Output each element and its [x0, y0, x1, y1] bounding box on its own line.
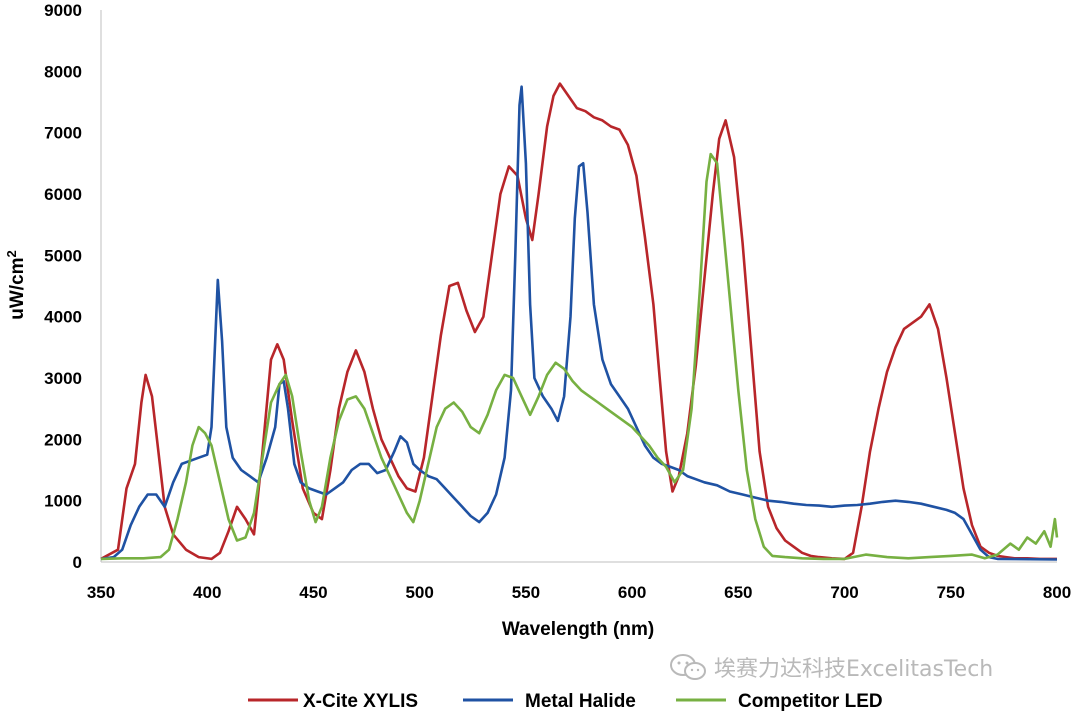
y-tick-label: 3000	[44, 369, 82, 388]
y-tick-label: 9000	[44, 1, 82, 20]
x-tick-label: 650	[724, 583, 752, 602]
legend-label-xcite: X-Cite XYLIS	[303, 691, 418, 712]
x-tick-label: 700	[830, 583, 858, 602]
x-tick-label: 600	[618, 583, 646, 602]
legend: X-Cite XYLIS Metal Halide Competitor LED	[248, 691, 883, 712]
watermark: 埃赛力达科技ExcelitasTech	[668, 651, 993, 683]
series-line-xcite-xylis	[100, 82, 1057, 561]
x-tick-label: 400	[193, 583, 221, 602]
legend-item-xcite: X-Cite XYLIS	[248, 691, 418, 712]
y-tick-label: 1000	[44, 492, 82, 511]
x-tick-label: 450	[299, 583, 327, 602]
y-axis-title: uW/cm2	[4, 250, 28, 320]
legend-item-competitor-led: Competitor LED	[676, 691, 883, 712]
y-tick-label: 2000	[44, 430, 82, 449]
watermark-text: 埃赛力达科技ExcelitasTech	[714, 657, 994, 682]
wechat-icon	[670, 654, 706, 680]
x-axis-title: Wavelength (nm)	[502, 619, 654, 640]
y-tick-label: 0	[73, 553, 82, 572]
legend-item-metal-halide: Metal Halide	[463, 691, 636, 712]
series-line-metal-halide	[100, 85, 1058, 561]
x-axis-ticks: 350 400 450 500 550 600 650 700 750 800	[87, 583, 1071, 602]
y-tick-label: 4000	[44, 308, 82, 327]
x-tick-label: 500	[405, 583, 433, 602]
x-tick-label: 800	[1043, 583, 1071, 602]
y-axis-title-main: uW/cm	[7, 257, 28, 319]
y-tick-label: 5000	[44, 246, 82, 265]
y-axis-title-superscript: 2	[4, 250, 19, 257]
y-tick-label: 8000	[44, 62, 82, 81]
legend-label-metal-halide: Metal Halide	[525, 691, 636, 712]
series-layer	[100, 82, 1059, 561]
x-tick-label: 550	[512, 583, 540, 602]
legend-label-competitor-led: Competitor LED	[738, 691, 883, 712]
x-tick-label: 350	[87, 583, 115, 602]
y-tick-label: 7000	[44, 124, 82, 143]
x-tick-label: 750	[937, 583, 965, 602]
y-axis-ticks: 0 1000 2000 3000 4000 5000 6000 7000 8000 9000	[44, 1, 82, 572]
series-line-competitor-led	[100, 152, 1059, 561]
y-tick-label: 6000	[44, 185, 82, 204]
